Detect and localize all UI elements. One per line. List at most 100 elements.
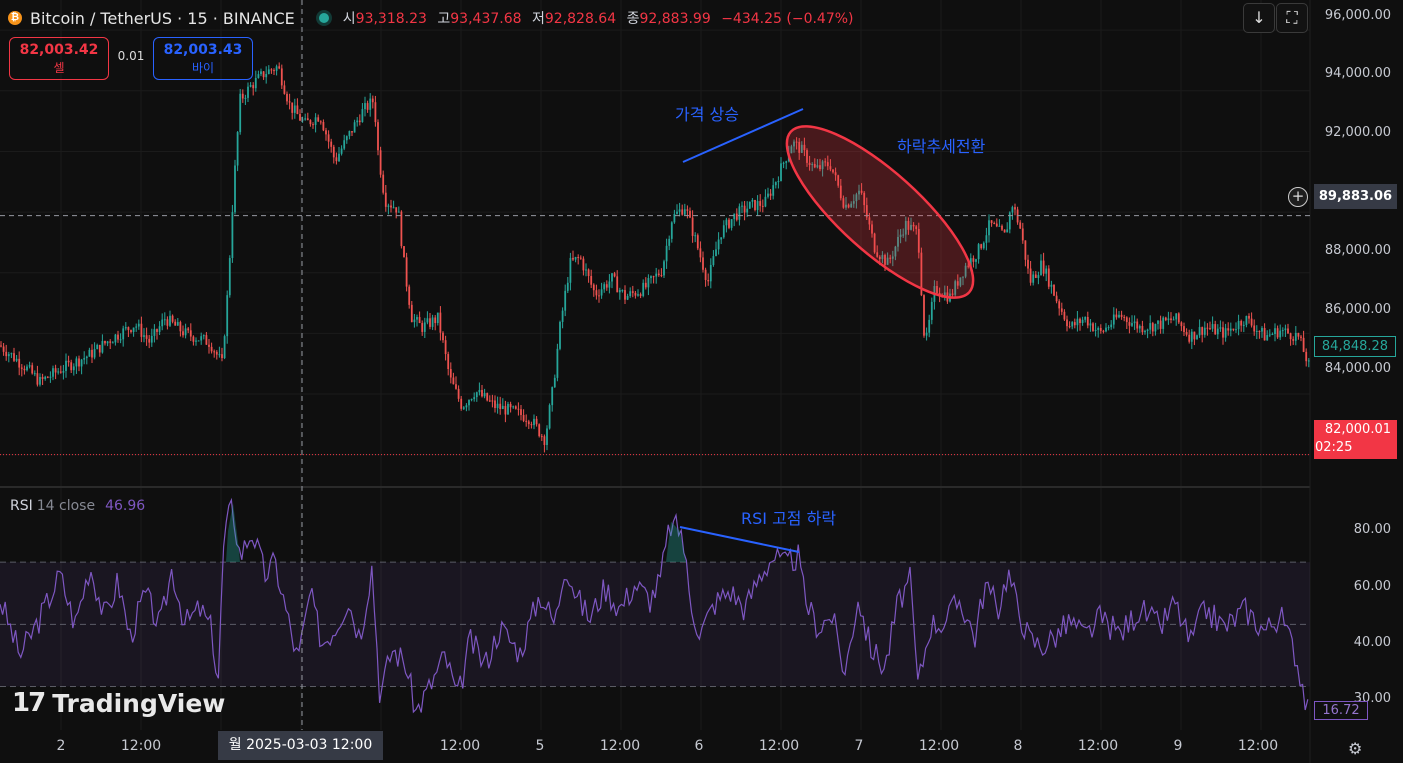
candle-body: [582, 258, 585, 271]
candle-body: [504, 405, 507, 415]
candle-body: [980, 244, 983, 249]
candle-body: [1094, 329, 1097, 331]
rsi-legend[interactable]: RSI 14 close 46.96: [10, 498, 145, 514]
candle-body: [416, 317, 418, 320]
candle-body: [954, 281, 957, 295]
candle-body: [738, 206, 741, 220]
candle-body: [457, 388, 460, 399]
candle-body: [629, 291, 632, 296]
candle-body: [169, 315, 171, 326]
candle-body: [1014, 207, 1016, 210]
candle-body: [644, 282, 647, 288]
rsi-axis-label: 60.00: [1353, 579, 1391, 594]
candle-body: [884, 255, 886, 265]
candle-body: [873, 233, 876, 253]
candle-body: [681, 209, 684, 215]
candle-body: [137, 323, 140, 327]
candle-body: [1097, 327, 1100, 330]
candle-body: [1183, 326, 1185, 332]
candle-body: [1019, 222, 1022, 229]
annotation-price-rise[interactable]: 가격 상승: [675, 105, 739, 124]
candle-body: [1021, 228, 1024, 241]
candle-body: [1292, 339, 1295, 341]
candle-body: [689, 210, 691, 218]
candle-body: [715, 249, 717, 257]
settings-gear-icon[interactable]: ⚙: [1348, 739, 1363, 758]
candle-body: [247, 86, 249, 98]
candle-body: [678, 209, 681, 212]
candle-body: [616, 276, 619, 293]
candle-body: [785, 161, 788, 163]
candle-body: [691, 217, 694, 236]
candle-body: [488, 400, 491, 402]
candle-body: [202, 335, 205, 337]
download-button[interactable]: ↓: [1243, 3, 1275, 33]
candle-body: [59, 371, 62, 373]
candle-body: [150, 335, 153, 343]
candle-body: [304, 118, 307, 120]
sell-button[interactable]: 82,003.42 셀: [9, 37, 109, 80]
candle-body: [382, 174, 385, 193]
candle-body: [696, 235, 699, 249]
candle-body: [1086, 316, 1089, 326]
candle-body: [1089, 323, 1092, 326]
candle-body: [712, 256, 715, 265]
candle-body: [613, 273, 616, 277]
fullscreen-button[interactable]: ⛶: [1276, 3, 1308, 33]
candle-body: [200, 336, 203, 341]
candle-body: [951, 293, 954, 295]
candle-body: [361, 109, 364, 123]
candle-body: [647, 278, 650, 288]
price-axis-label: 96,000.00: [1324, 8, 1391, 23]
alert-countdown: 02:25: [1315, 440, 1353, 455]
candle-body: [1066, 319, 1068, 327]
candle-body: [1092, 323, 1094, 331]
annotation-downtrend[interactable]: 하락추세전환: [897, 137, 986, 156]
candle-body: [1081, 319, 1084, 323]
add-alert-plus-icon[interactable]: +: [1288, 187, 1308, 207]
candle-body: [517, 408, 520, 410]
buy-label: 바이: [191, 61, 215, 75]
candle-body: [83, 358, 86, 360]
candle-body: [904, 220, 907, 235]
candle-body: [699, 248, 702, 258]
candle-body: [535, 418, 538, 425]
candle-body: [379, 150, 382, 175]
candle-body: [605, 284, 608, 288]
candle-body: [533, 418, 535, 426]
symbol-title[interactable]: Bitcoin / TetherUS · 15 · BINANCE: [30, 8, 295, 28]
candle-body: [260, 71, 262, 75]
candle-body: [317, 117, 320, 122]
candle-body: [936, 286, 938, 294]
candle-body: [595, 290, 598, 296]
candle-body: [1305, 351, 1308, 362]
candle-body: [330, 141, 333, 147]
annotation-rsi-lower-high[interactable]: RSI 고점 하락: [741, 509, 837, 528]
candle-body: [655, 273, 658, 277]
candle-body: [205, 335, 208, 345]
candle-body: [665, 245, 668, 262]
candle-body: [507, 403, 509, 415]
candle-body: [725, 219, 728, 226]
candle-body: [1115, 314, 1118, 318]
candle-body: [1235, 329, 1237, 331]
candle-body: [1172, 319, 1175, 321]
candle-body: [1271, 334, 1274, 336]
candle-body: [819, 165, 821, 170]
candle-body: [1024, 240, 1027, 260]
candle-body: [530, 424, 533, 426]
buy-button[interactable]: 82,003.43 바이: [153, 37, 253, 80]
candle-body: [569, 257, 572, 283]
time-axis-label: 8: [1013, 738, 1023, 754]
candle-body: [634, 292, 637, 296]
candle-body: [1008, 212, 1011, 230]
candle-body: [132, 327, 135, 333]
candle-body: [1274, 328, 1276, 335]
candle-body: [871, 224, 873, 234]
candle-body: [782, 162, 785, 164]
candle-body: [764, 196, 767, 207]
candle-body: [1279, 330, 1282, 338]
candle-body: [598, 295, 600, 297]
candle-body: [759, 201, 762, 206]
